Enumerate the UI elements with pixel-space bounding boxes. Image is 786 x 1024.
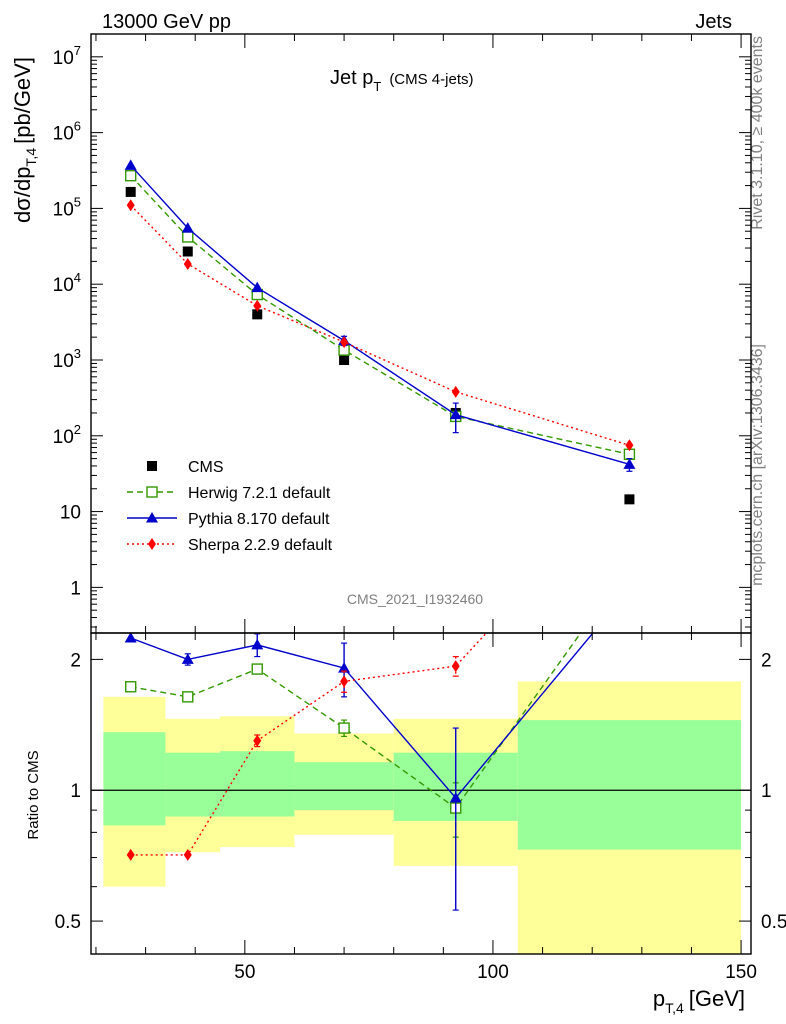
axes-frame: 1 10 102 103 104 105 106 107 50 100 150 0.5 0.5 1 1 2 2 xyxy=(53,33,786,983)
ratio-point-sherpa-2-2-9-default xyxy=(126,848,135,861)
x-tick-label: 100 xyxy=(477,962,509,983)
main-series-sherpa-2-2-9-default xyxy=(126,199,634,452)
ratio-point-sherpa-2-2-9-default xyxy=(340,675,349,688)
main-line-sherpa-2-2-9-default xyxy=(130,204,630,446)
ratio-point-herwig-7-2-1-default xyxy=(338,722,350,734)
main-point-sherpa-2-2-9-default xyxy=(253,299,262,312)
main-point-pythia-8-170-default xyxy=(251,281,264,293)
chart-title: Jet pT (CMS 4-jets) xyxy=(330,67,473,94)
legend-label: Sherpa 2.2.9 default xyxy=(188,537,333,554)
ratio-y-tick-label: 2 xyxy=(70,650,81,671)
legend-marker xyxy=(146,512,158,523)
ratio-y-tick-label-right: 1 xyxy=(761,781,772,802)
ratio-plot-series xyxy=(124,473,688,911)
x-tick-label: 50 xyxy=(234,962,255,983)
main-line-pythia-8-170-default xyxy=(130,164,630,465)
x-axis-label: pT,4 [GeV] xyxy=(653,986,745,1016)
main-point-sherpa-2-2-9-default xyxy=(451,385,460,398)
ratio-point-sherpa-2-2-9-default xyxy=(625,473,633,485)
main-point-sherpa-2-2-9-default xyxy=(183,257,192,270)
ratio-point-pythia-8-170-default xyxy=(449,791,462,803)
legend-item-herwig-7-2-1-default: Herwig 7.2.1 default xyxy=(127,485,331,502)
ratio-point-herwig-7-2-1-default xyxy=(624,560,634,570)
ratio-point-pythia-8-170-default xyxy=(124,633,137,643)
main-y-tick-label: 106 xyxy=(53,119,81,145)
ratio-y-tick-label-right: 0.5 xyxy=(761,912,786,933)
ratio-point-herwig-7-2-1-default xyxy=(182,691,194,703)
legend-item-pythia-8-170-default: Pythia 8.170 default xyxy=(127,511,330,528)
ratio-series-pythia-8-170-default xyxy=(124,532,688,911)
legend-label: CMS xyxy=(188,459,224,476)
legend-item-cms: CMS xyxy=(147,459,224,476)
main-y-tick-label: 105 xyxy=(53,194,81,220)
legend-marker xyxy=(148,538,156,550)
ratio-band-green xyxy=(103,732,166,826)
legend: CMS Herwig 7.2.1 default Pythia 8.170 defa… xyxy=(127,459,333,554)
rivet-label: Rivet 3.1.10, ≥ 400k events xyxy=(749,36,766,230)
main-point-pythia-8-170-default xyxy=(181,222,194,233)
ratio-point-pythia-8-170-default xyxy=(181,653,194,664)
ratio-frame xyxy=(90,632,752,955)
x-tick-label: 150 xyxy=(725,962,757,983)
ratio-uncertainty-bands xyxy=(103,681,742,954)
mcplots-label: mcplots.cern.ch [arXiv:1306.3436] xyxy=(749,344,766,586)
main-point-cms xyxy=(339,354,350,365)
main-point-sherpa-2-2-9-default xyxy=(126,199,135,212)
ratio-point-sherpa-2-2-9-default xyxy=(183,848,192,861)
main-y-tick-label: 103 xyxy=(53,346,81,372)
main-y-tick-label: 102 xyxy=(53,422,81,448)
main-point-sherpa-2-2-9-default xyxy=(625,439,634,452)
main-point-sherpa-2-2-9-default xyxy=(340,336,349,349)
main-point-pythia-8-170-default xyxy=(623,458,636,469)
y-axis-label: dσ/dpT,4[pb/GeV] xyxy=(10,57,39,223)
legend-label: Herwig 7.2.1 default xyxy=(188,485,331,502)
analysis-watermark: CMS_2021_I1932460 xyxy=(347,591,483,607)
ratio-point-pythia-8-170-default xyxy=(251,638,264,650)
main-y-tick-label: 107 xyxy=(53,43,81,69)
ratio-point-herwig-7-2-1-default xyxy=(677,514,687,524)
energy-label: 13000 GeV pp xyxy=(102,11,231,33)
legend-label: Pythia 8.170 default xyxy=(188,511,330,528)
main-point-pythia-8-170-default xyxy=(449,408,462,420)
main-line-herwig-7-2-1-default xyxy=(130,175,630,455)
ratio-band-green xyxy=(517,720,742,850)
main-series-cms xyxy=(125,186,635,505)
ratio-band-green xyxy=(220,751,295,817)
ratio-point-pythia-8-170-default xyxy=(338,662,351,673)
ratio-point-pythia-8-170-default xyxy=(676,532,688,543)
main-point-cms xyxy=(252,309,263,320)
ratio-point-herwig-7-2-1-default xyxy=(251,663,263,675)
ratio-y-tick-label-right: 2 xyxy=(761,650,772,671)
ratio-line-sherpa-2-2-9-default xyxy=(130,633,488,856)
main-point-cms xyxy=(182,246,193,257)
main-plot-series xyxy=(124,159,636,505)
ratio-point-sherpa-2-2-9-default xyxy=(253,734,262,747)
main-point-herwig-7-2-1-default xyxy=(124,170,137,182)
jets-label: Jets xyxy=(695,11,732,33)
ratio-y-tick-label: 0.5 xyxy=(55,912,81,933)
ratio-band-green xyxy=(294,762,394,811)
main-series-pythia-8-170-default xyxy=(124,159,636,472)
ratio-point-sherpa-2-2-9-default xyxy=(451,660,460,673)
ratio-point-pythia-8-170-default xyxy=(623,583,635,594)
ratio-axis-label: Ratio to CMS xyxy=(25,750,42,839)
ratio-band-green xyxy=(165,752,221,817)
legend-item-sherpa-2-2-9-default: Sherpa 2.2.9 default xyxy=(127,537,333,554)
main-y-tick-label: 10 xyxy=(60,503,81,524)
ratio-point-herwig-7-2-1-default xyxy=(124,681,137,693)
main-point-pythia-8-170-default xyxy=(124,159,137,170)
ratio-y-tick-label: 1 xyxy=(70,781,81,802)
main-y-tick-label: 1 xyxy=(70,578,81,599)
legend-marker xyxy=(147,461,157,471)
ratio-series-sherpa-2-2-9-default xyxy=(126,473,633,861)
legend-marker xyxy=(146,486,158,498)
main-point-cms xyxy=(125,186,136,197)
main-y-tick-label: 104 xyxy=(53,270,81,296)
main-point-cms xyxy=(624,494,635,505)
main-point-herwig-7-2-1-default xyxy=(182,231,194,243)
main-series-herwig-7-2-1-default xyxy=(124,170,636,460)
